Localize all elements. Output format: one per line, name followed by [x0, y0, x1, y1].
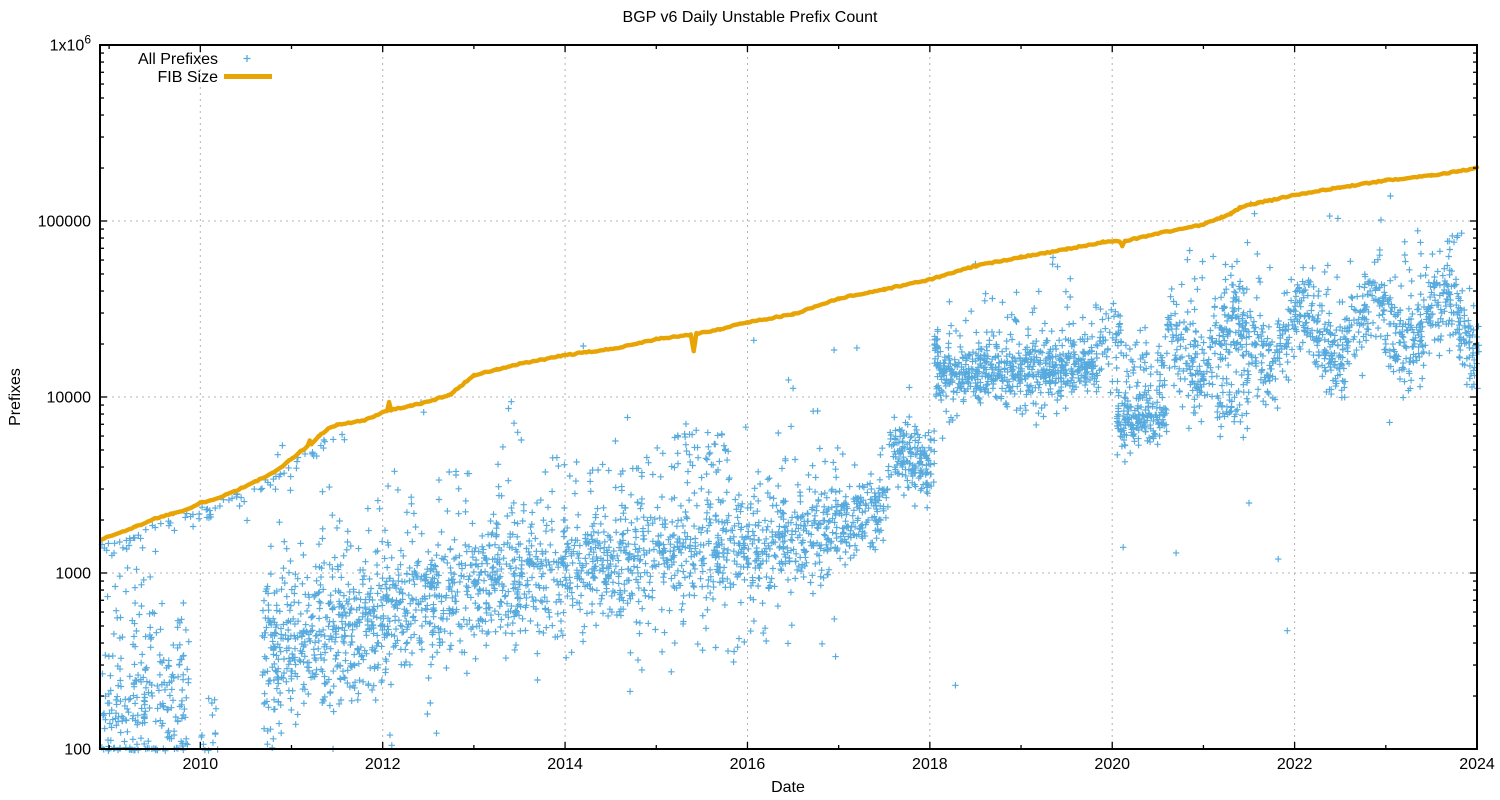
y-tick-label: 1x106: [50, 33, 92, 55]
x-axis-label: Date: [771, 779, 805, 796]
x-tick-label: 2018: [912, 756, 948, 773]
chart-title: BGP v6 Daily Unstable Prefix Count: [623, 9, 878, 26]
y-tick-label: 10000: [47, 390, 92, 407]
x-tick-label: 2012: [365, 756, 401, 773]
y-tick-label: 1000: [55, 566, 91, 583]
x-tick-label: 2014: [547, 756, 583, 773]
legend-plus-marker: [243, 55, 251, 62]
grid-lines: [100, 45, 1478, 749]
x-tick-label: 2010: [183, 756, 219, 773]
legend: All Prefixes FIB Size: [138, 51, 272, 86]
x-tick-label: 2022: [1277, 756, 1313, 773]
y-axis-label: Prefixes: [7, 368, 24, 426]
fib-size-line: [99, 165, 1480, 542]
x-tick-label: 2020: [1094, 756, 1130, 773]
x-tick-label: 2024: [1459, 756, 1495, 773]
all-prefixes-scatter: [98, 192, 1482, 754]
legend-all-prefixes-label: All Prefixes: [138, 51, 218, 68]
legend-fib-size-label: FIB Size: [158, 69, 219, 86]
axes-and-ticks: 2010 2012 2014 2016 2018 2020 2022 2024 100 1000 1…: [38, 33, 1495, 774]
x-tick-label: 2016: [730, 756, 766, 773]
y-tick-label: 100000: [38, 214, 91, 231]
data-series: [98, 165, 1482, 754]
y-tick-label: 100: [64, 742, 91, 759]
